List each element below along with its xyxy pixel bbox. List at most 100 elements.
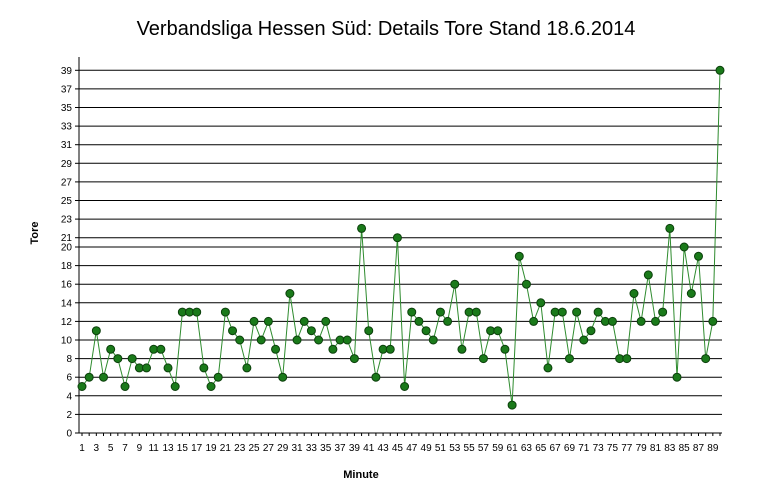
chart-title: Verbandsliga Hessen Süd: Details Tore St… <box>137 18 636 40</box>
y-tick-label: 25 <box>61 196 73 207</box>
x-tick-label: 87 <box>693 443 705 454</box>
x-tick-label: 21 <box>220 443 232 454</box>
data-point <box>435 307 445 317</box>
x-tick-label: 77 <box>621 443 633 454</box>
data-point <box>715 65 725 75</box>
data-point <box>113 354 123 364</box>
y-tick-label: 12 <box>61 317 73 328</box>
x-tick-label: 25 <box>248 443 260 454</box>
data-point <box>543 363 553 373</box>
y-tick-label: 21 <box>61 233 73 244</box>
x-tick-label: 59 <box>492 443 504 454</box>
x-tick-label: 47 <box>406 443 418 454</box>
x-tick-label: 5 <box>108 443 114 454</box>
y-tick-label: 35 <box>61 103 73 114</box>
y-tick-label: 18 <box>61 261 73 272</box>
x-tick-label: 13 <box>162 443 174 454</box>
data-point <box>292 335 302 345</box>
data-point <box>457 344 467 354</box>
x-tick-label: 41 <box>363 443 375 454</box>
data-point <box>91 326 101 336</box>
x-tick-label: 15 <box>177 443 189 454</box>
x-tick-label: 83 <box>664 443 676 454</box>
data-point <box>622 354 632 364</box>
x-tick-label: 43 <box>378 443 390 454</box>
data-point <box>371 372 381 382</box>
x-tick-label: 3 <box>94 443 100 454</box>
x-tick-label: 71 <box>578 443 590 454</box>
data-point <box>693 251 703 261</box>
data-point <box>421 326 431 336</box>
data-point <box>385 344 395 354</box>
data-point <box>500 344 510 354</box>
data-point <box>450 279 460 289</box>
x-tick-label: 11 <box>148 443 159 454</box>
x-tick-label: 61 <box>507 443 519 454</box>
data-point <box>407 307 417 317</box>
y-tick-label: 10 <box>61 336 73 347</box>
grid-lines <box>79 69 722 434</box>
data-point <box>650 316 660 326</box>
y-tick-label: 14 <box>61 298 73 309</box>
data-point <box>636 316 646 326</box>
y-tick-label: 31 <box>61 140 73 151</box>
data-point <box>321 316 331 326</box>
data-point <box>84 372 94 382</box>
data-point <box>163 363 173 373</box>
data-point <box>414 316 424 326</box>
x-tick-label: 29 <box>277 443 289 454</box>
data-point <box>271 344 281 354</box>
data-point <box>220 307 230 317</box>
data-point <box>357 223 367 233</box>
data-point <box>228 326 238 336</box>
data-point <box>400 382 410 391</box>
data-point <box>342 335 352 345</box>
data-point <box>679 242 689 252</box>
x-tick-label: 23 <box>234 443 246 454</box>
data-point <box>235 335 245 345</box>
data-point <box>127 354 137 364</box>
x-tick-label: 45 <box>392 443 404 454</box>
data-point <box>106 344 116 354</box>
y-tick-label: 27 <box>61 177 73 188</box>
x-tick-label: 65 <box>535 443 547 454</box>
y-tick-label: 6 <box>66 373 72 384</box>
data-point <box>242 363 252 373</box>
data-point <box>428 335 438 345</box>
data-point <box>507 400 517 410</box>
data-point <box>349 354 359 364</box>
x-tick-label: 75 <box>607 443 619 454</box>
x-tick-label: 53 <box>449 443 461 454</box>
data-point <box>672 372 682 382</box>
x-tick-label: 49 <box>421 443 433 454</box>
data-point <box>206 382 216 391</box>
data-point <box>213 372 223 382</box>
data-point <box>77 382 87 391</box>
x-tick-label: 89 <box>707 443 719 454</box>
x-axis-label: Minute <box>343 469 378 481</box>
data-point <box>156 344 166 354</box>
x-tick-label: 1 <box>79 443 85 454</box>
data-point <box>170 382 180 391</box>
x-tick-label: 85 <box>679 443 691 454</box>
x-tick-label: 9 <box>137 443 143 454</box>
x-tick-label: 7 <box>122 443 128 454</box>
y-axis-label: Tore <box>29 221 41 244</box>
x-tick-label: 63 <box>521 443 533 454</box>
data-point <box>256 335 266 345</box>
data-point <box>629 289 639 298</box>
data-point <box>364 326 374 336</box>
x-tick-label: 35 <box>320 443 332 454</box>
y-tick-label: 29 <box>61 159 73 170</box>
data-point <box>708 316 718 326</box>
x-tick-label: 37 <box>335 443 347 454</box>
y-tick-label: 4 <box>66 391 72 402</box>
y-tick-label: 2 <box>66 410 72 421</box>
y-tick-label: 0 <box>66 429 72 440</box>
data-point <box>586 326 596 336</box>
x-axis-ticks: 1 3 5 7 9 11 13 15 17 19 21 23 25 27 29 31 33 35 37 39 41 43 4… <box>79 433 721 454</box>
data-point <box>99 372 109 382</box>
y-tick-label: 16 <box>61 280 73 291</box>
